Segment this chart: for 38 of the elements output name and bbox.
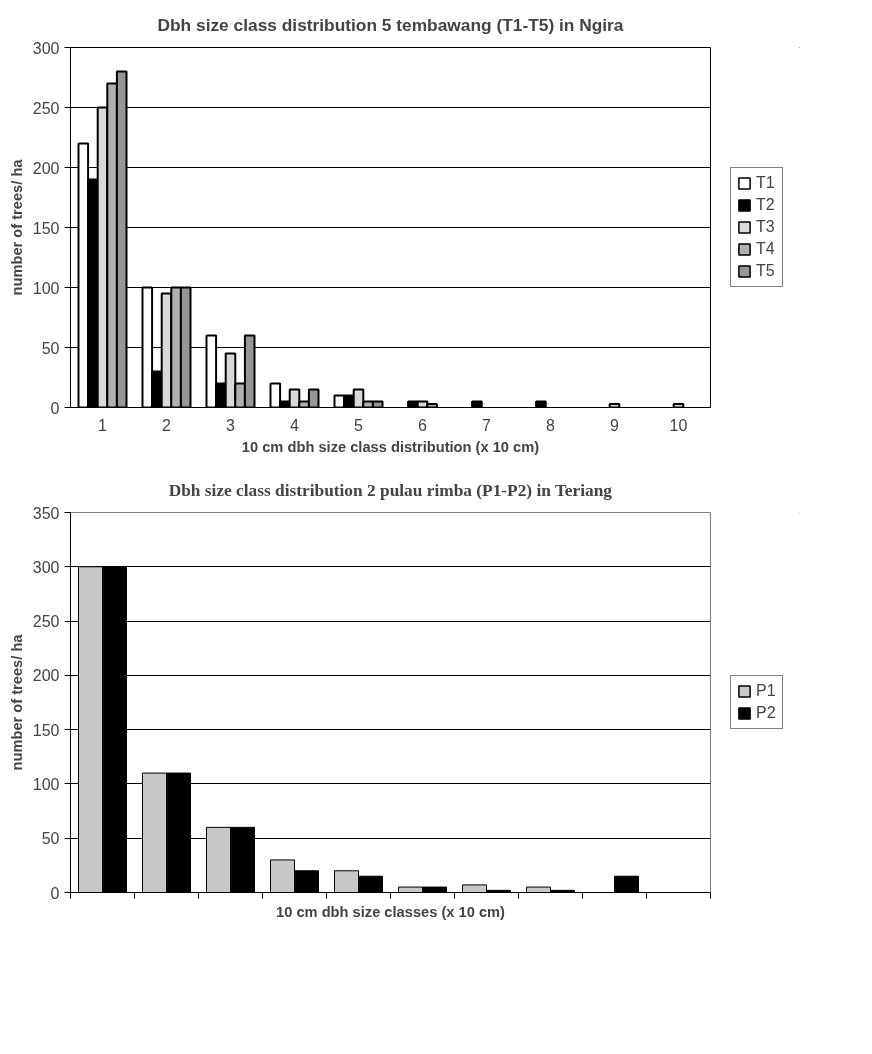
y-tick-label: 300 xyxy=(32,558,60,576)
y-tick-label: 300 xyxy=(32,39,60,57)
x-tick-label: 1 xyxy=(98,416,108,434)
legend-label: P1 xyxy=(756,682,776,700)
y-axis-title: number of trees/ ha xyxy=(8,158,25,296)
y-tick-label: 200 xyxy=(32,667,60,685)
x-tick-label: 2 xyxy=(162,416,172,434)
legend-label: T1 xyxy=(756,174,776,192)
x-tick-label: 10 xyxy=(669,416,688,434)
chart-title: Dbh size class distribution 2 pulau rimba (P1-P2) in Teriang xyxy=(168,481,613,500)
x-tick-label: 9 xyxy=(610,416,620,434)
y-tick-label: 0 xyxy=(50,884,60,902)
y-axis-title: number of trees/ ha xyxy=(8,633,25,771)
x-axis-title: 10 cm dbh size classes (x 10 cm) xyxy=(276,903,506,920)
y-tick-label: 0 xyxy=(50,399,60,417)
y-tick-label: 100 xyxy=(32,775,60,793)
x-tick-label: 5 xyxy=(354,416,364,434)
y-tick-label: 350 xyxy=(32,504,60,522)
x-tick-label: 3 xyxy=(226,416,236,434)
y-tick-label: 250 xyxy=(32,99,60,117)
y-tick-label: 100 xyxy=(32,279,60,297)
y-tick-label: 50 xyxy=(41,339,60,357)
y-tick-label: 200 xyxy=(32,159,60,177)
chart-title: Dbh size class distribution 5 tembawang (T1-T5) in Ngira xyxy=(157,15,624,35)
legend-label: T3 xyxy=(756,218,776,236)
x-tick-label: 4 xyxy=(290,416,300,434)
y-tick-label: 250 xyxy=(32,613,60,631)
legend-label: P2 xyxy=(756,704,776,722)
x-axis-title: 10 cm dbh size class distribution (x 10 cm) xyxy=(241,438,540,455)
x-tick-label: 7 xyxy=(482,416,492,434)
legend-label: T4 xyxy=(756,240,776,258)
legend-label: T2 xyxy=(756,196,776,214)
legend-label: T5 xyxy=(756,262,776,280)
x-tick-label: 6 xyxy=(418,416,428,434)
y-tick-label: 150 xyxy=(32,721,60,739)
y-tick-label: 150 xyxy=(32,219,60,237)
x-tick-label: 8 xyxy=(546,416,556,434)
y-tick-label: 50 xyxy=(41,830,60,848)
